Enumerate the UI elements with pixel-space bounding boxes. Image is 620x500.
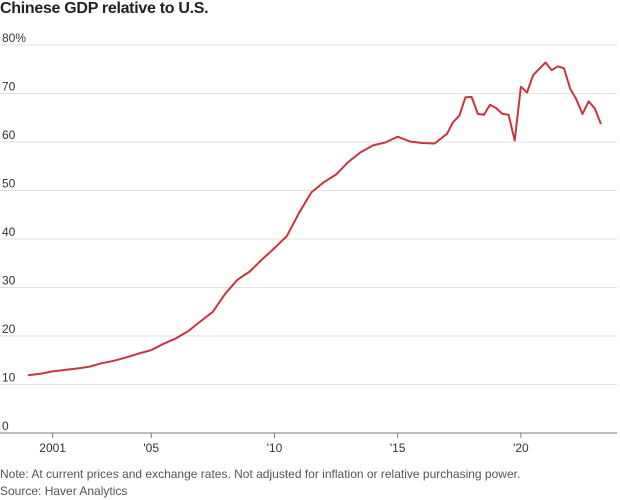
x-tick-label: 2001: [39, 441, 66, 455]
data-point: [26, 373, 30, 377]
series-layer: [26, 61, 603, 377]
data-point: [574, 97, 578, 101]
data-point: [211, 310, 215, 314]
data-point: [587, 99, 591, 103]
data-point: [100, 361, 104, 365]
data-point: [371, 143, 375, 147]
data-point: [260, 257, 264, 261]
data-point: [137, 352, 141, 356]
data-point: [494, 106, 498, 110]
data-point: [223, 292, 227, 296]
y-tick-label: 60: [2, 128, 16, 142]
data-point: [581, 112, 585, 116]
data-point: [236, 278, 240, 282]
data-point: [174, 336, 178, 340]
data-point: [525, 91, 529, 95]
data-point: [297, 211, 301, 215]
data-point: [186, 329, 190, 333]
data-point: [488, 103, 492, 107]
data-point: [309, 190, 313, 194]
data-point: [599, 122, 603, 126]
data-point: [550, 68, 554, 72]
y-axis-ticks: 80% 70 60 50 40 30 20 10 0: [2, 31, 26, 433]
data-point: [531, 73, 535, 77]
y-tick-label: 80%: [2, 31, 26, 45]
data-point: [75, 367, 79, 371]
data-point: [476, 112, 480, 116]
data-point: [482, 113, 486, 117]
data-point: [63, 368, 67, 372]
gridlines: [0, 44, 617, 434]
data-point: [500, 112, 504, 116]
chart-source: Source: Haver Analytics: [0, 484, 128, 498]
data-point: [408, 140, 412, 144]
x-tick-label: '20: [513, 441, 529, 455]
data-point: [248, 270, 252, 274]
data-point: [457, 114, 461, 118]
data-point: [272, 246, 276, 250]
y-tick-label: 0: [2, 419, 9, 433]
x-tick-label: '05: [143, 441, 159, 455]
data-point: [451, 120, 455, 124]
data-point: [162, 342, 166, 346]
x-tick-label: '10: [267, 441, 283, 455]
data-point: [346, 160, 350, 164]
data-point: [285, 234, 289, 238]
data-point: [593, 107, 597, 111]
data-point: [199, 319, 203, 323]
chart-note: Note: At current prices and exchange rat…: [0, 467, 521, 481]
chart-title: Chinese GDP relative to U.S.: [0, 0, 209, 17]
data-point: [568, 87, 572, 91]
y-tick-label: 10: [2, 371, 16, 385]
x-tick-label: '15: [390, 441, 406, 455]
data-point: [38, 372, 42, 376]
data-point: [562, 66, 566, 70]
data-point: [359, 150, 363, 154]
data-point: [383, 141, 387, 145]
data-point: [322, 180, 326, 184]
data-point: [544, 61, 548, 65]
data-point: [507, 113, 511, 117]
data-point: [420, 141, 424, 145]
data-point: [51, 369, 55, 373]
data-point: [433, 142, 437, 146]
x-axis-ticks: 2001 '05 '10 '15 '20: [39, 433, 529, 455]
y-tick-label: 20: [2, 322, 16, 336]
y-tick-label: 40: [2, 225, 16, 239]
y-tick-label: 50: [2, 177, 16, 191]
data-point: [513, 139, 517, 143]
y-tick-label: 30: [2, 274, 16, 288]
data-point: [396, 135, 400, 139]
data-point: [112, 359, 116, 363]
data-point: [334, 173, 338, 177]
series-line: [27, 61, 602, 377]
data-point: [463, 95, 467, 99]
data-point: [556, 64, 560, 68]
line-chart: 80% 70 60 50 40 30 20 10 0 2001 '05 '10 '15 '20: [0, 31, 617, 455]
y-tick-label: 70: [2, 80, 16, 94]
data-point: [149, 348, 153, 352]
data-point: [519, 85, 523, 89]
data-point: [445, 132, 449, 136]
data-point: [470, 95, 474, 99]
data-point: [125, 355, 129, 359]
data-point: [88, 365, 92, 369]
